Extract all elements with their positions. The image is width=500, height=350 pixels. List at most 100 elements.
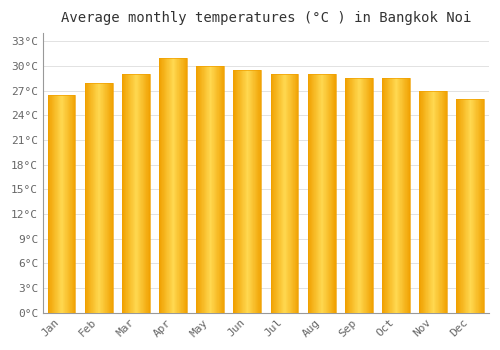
- Bar: [474, 99, 475, 313]
- Bar: [139, 74, 140, 313]
- Bar: [137, 74, 138, 313]
- Bar: [426, 91, 427, 313]
- Bar: [469, 99, 470, 313]
- Bar: [87, 83, 88, 313]
- Bar: [329, 74, 330, 313]
- Bar: [437, 91, 438, 313]
- Bar: [382, 78, 383, 313]
- Bar: [324, 74, 325, 313]
- Bar: [50, 95, 51, 313]
- Bar: [295, 74, 296, 313]
- Bar: [472, 99, 473, 313]
- Bar: [196, 66, 224, 313]
- Bar: [149, 74, 150, 313]
- Bar: [104, 83, 105, 313]
- Bar: [208, 66, 209, 313]
- Bar: [459, 99, 460, 313]
- Bar: [480, 99, 481, 313]
- Bar: [249, 70, 250, 313]
- Bar: [282, 74, 283, 313]
- Bar: [205, 66, 206, 313]
- Bar: [202, 66, 203, 313]
- Bar: [436, 91, 437, 313]
- Bar: [64, 95, 65, 313]
- Bar: [294, 74, 295, 313]
- Bar: [253, 70, 254, 313]
- Bar: [313, 74, 314, 313]
- Bar: [321, 74, 322, 313]
- Bar: [106, 83, 107, 313]
- Bar: [479, 99, 480, 313]
- Bar: [166, 58, 167, 313]
- Bar: [445, 91, 446, 313]
- Bar: [174, 58, 176, 313]
- Bar: [51, 95, 52, 313]
- Bar: [366, 78, 367, 313]
- Bar: [141, 74, 142, 313]
- Bar: [433, 91, 434, 313]
- Bar: [288, 74, 289, 313]
- Bar: [173, 58, 174, 313]
- Bar: [441, 91, 442, 313]
- Bar: [275, 74, 276, 313]
- Bar: [335, 74, 336, 313]
- Bar: [146, 74, 147, 313]
- Bar: [63, 95, 64, 313]
- Bar: [483, 99, 484, 313]
- Bar: [243, 70, 244, 313]
- Bar: [443, 91, 444, 313]
- Bar: [272, 74, 273, 313]
- Bar: [360, 78, 361, 313]
- Bar: [254, 70, 255, 313]
- Bar: [442, 91, 443, 313]
- Bar: [401, 78, 402, 313]
- Bar: [424, 91, 425, 313]
- Bar: [456, 99, 484, 313]
- Bar: [314, 74, 315, 313]
- Bar: [395, 78, 396, 313]
- Bar: [463, 99, 464, 313]
- Bar: [291, 74, 292, 313]
- Bar: [135, 74, 136, 313]
- Bar: [206, 66, 207, 313]
- Bar: [132, 74, 133, 313]
- Bar: [209, 66, 210, 313]
- Bar: [259, 70, 260, 313]
- Bar: [129, 74, 130, 313]
- Bar: [477, 99, 478, 313]
- Bar: [359, 78, 360, 313]
- Bar: [177, 58, 178, 313]
- Bar: [432, 91, 433, 313]
- Bar: [71, 95, 72, 313]
- Bar: [482, 99, 483, 313]
- Bar: [347, 78, 348, 313]
- Bar: [221, 66, 222, 313]
- Bar: [323, 74, 324, 313]
- Bar: [444, 91, 445, 313]
- Bar: [390, 78, 391, 313]
- Bar: [210, 66, 212, 313]
- Bar: [365, 78, 366, 313]
- Bar: [199, 66, 200, 313]
- Bar: [147, 74, 148, 313]
- Bar: [56, 95, 57, 313]
- Bar: [420, 91, 421, 313]
- Bar: [179, 58, 180, 313]
- Bar: [392, 78, 393, 313]
- Bar: [367, 78, 368, 313]
- Bar: [434, 91, 435, 313]
- Bar: [464, 99, 466, 313]
- Bar: [95, 83, 96, 313]
- Bar: [98, 83, 100, 313]
- Bar: [297, 74, 298, 313]
- Bar: [165, 58, 166, 313]
- Bar: [136, 74, 137, 313]
- Bar: [74, 95, 75, 313]
- Bar: [481, 99, 482, 313]
- Bar: [237, 70, 238, 313]
- Bar: [403, 78, 404, 313]
- Bar: [145, 74, 146, 313]
- Title: Average monthly temperatures (°C ) in Bangkok Noi: Average monthly temperatures (°C ) in Ba…: [60, 11, 471, 25]
- Bar: [421, 91, 422, 313]
- Bar: [159, 58, 187, 313]
